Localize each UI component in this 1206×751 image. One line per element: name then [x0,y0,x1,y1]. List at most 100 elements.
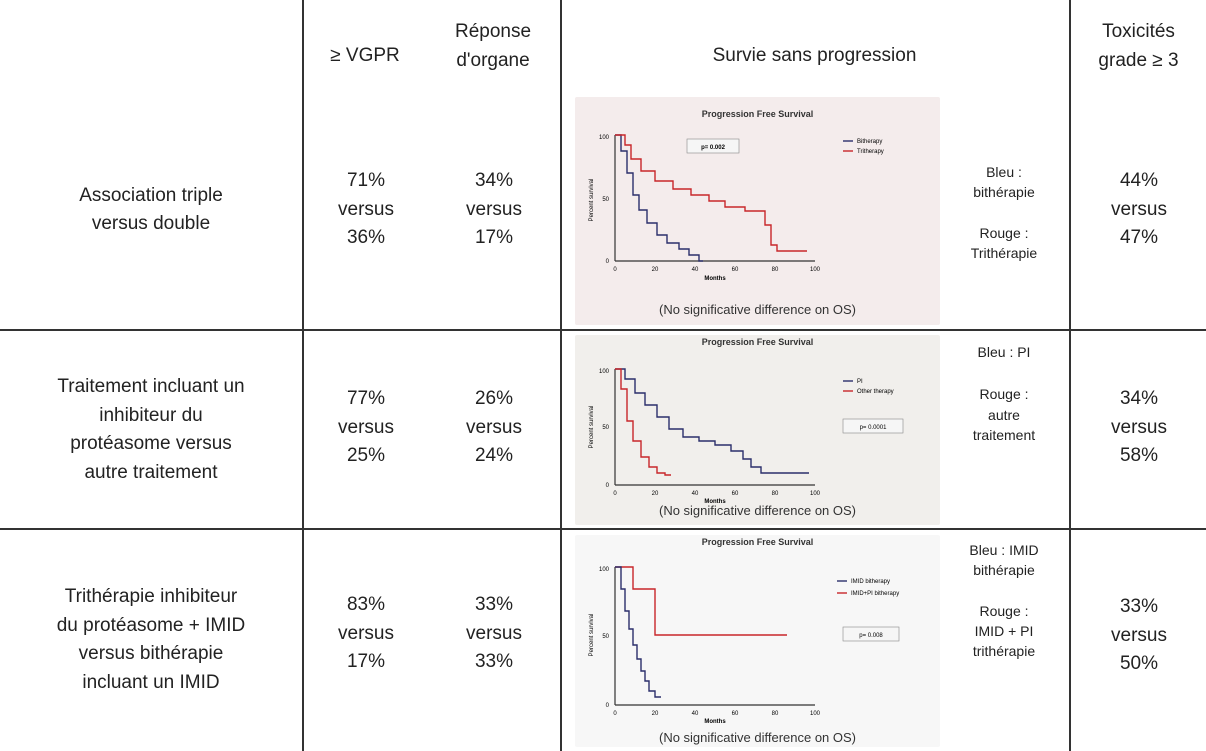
row-1-tox-versus: versus [1111,198,1167,220]
km-plot-1-title: Progression Free Survival [701,109,814,119]
y-axis-label: Percent survival [589,614,595,657]
grid-vline-2 [560,0,562,751]
x-tick: 0 [613,267,617,273]
row-2-label-line: inhibiteur du [99,404,203,426]
row-1-organ-versus: versus [466,198,522,220]
x-tick: 100 [810,711,821,717]
x-axis-label: Months [704,499,726,505]
row-2-tox-value: 58% [1119,445,1159,467]
header-organ-response: Réponse d'organe [428,18,558,75]
header-organ-line-1: Réponse [454,21,532,42]
y-tick-100: 100 [599,567,610,573]
row-1-tox-value: 44% [1119,170,1159,192]
legend-line: Rouge : [979,386,1029,403]
km-2-legend-blue: PI [857,379,863,385]
x-tick: 60 [732,267,739,273]
y-tick-50: 50 [602,634,609,640]
header-vgpr-text: ≥ VGPR [330,45,400,66]
y-axis-label: Percent survival [589,406,595,449]
y-tick-100: 100 [599,369,610,375]
km-plot-1-footnote: (No significative difference on OS) [658,302,857,317]
grid-hline-2 [0,528,1206,530]
row-1-tox-value: 47% [1119,227,1159,249]
km-plot-1-svg: 100 50 0 0 20 40 60 80 100 Months Percen… [589,134,884,282]
km-plot-3-svg: 100 50 0 0 20 40 60 80 100 Months Percen… [589,566,900,725]
row-3-organ-value: 33% [474,651,514,673]
row-3-organ-versus: versus [466,622,522,644]
km-1-legend-red: Tritherapy [857,149,884,155]
row-2-label-line: Traitement incluant un [57,376,245,397]
x-tick: 0 [613,711,617,717]
row-1-vgpr-versus: versus [338,198,394,220]
header-tox-line-2: grade ≥ 3 [1098,49,1179,71]
row-2-vgpr-value: 77% [346,388,386,410]
row-2-organ-value: 24% [474,445,514,467]
km-2-pvalue: p= 0.0001 [860,425,888,431]
row-3-tox-value: 33% [1119,596,1159,618]
km-3-red-curve [615,566,787,636]
km-3-legend-blue: IMID bitherapy [851,579,890,585]
x-tick: 60 [732,491,739,497]
x-tick: 60 [732,711,739,717]
legend-line: autre [988,406,1020,423]
row-2-vgpr-value: 25% [346,445,386,467]
row-3-label-line: du protéasome + IMID [56,614,246,636]
row-2-toxicity: 34% versus 58% [1072,368,1206,488]
row-3-curve-legend: Bleu : IMID bithérapie Rouge : IMID + PI… [944,540,1064,661]
legend-line: bithérapie [973,184,1035,201]
row-2-vgpr-versus: versus [338,416,394,438]
header-toxicity: Toxicités grade ≥ 3 [1071,18,1206,75]
x-axis-label: Months [704,719,726,725]
row-1-vgpr-value: 71% [346,170,386,192]
legend-line: trithérapie [972,643,1036,660]
legend-line [944,203,1064,223]
km-plot-2-footnote: (No significative difference on OS) [658,503,857,518]
header-tox-line-1: Toxicités [1102,21,1175,42]
grid-vline-3 [1069,0,1071,751]
km-1-blue-curve [615,134,703,262]
km-1-legend-blue: Bitherapy [857,139,882,145]
km-plot-2: Progression Free Survival 100 50 0 0 20 … [575,335,940,525]
x-tick: 20 [652,491,659,497]
legend-line: Trithérapie [970,244,1038,261]
row-3-organ: 33% versus 33% [430,574,558,694]
legend-line: Bleu : PI [977,344,1031,360]
y-tick-50: 50 [602,425,609,431]
y-tick-100: 100 [599,135,610,141]
row-2-tox-value: 34% [1119,388,1159,410]
km-3-blue-curve [615,566,661,698]
km-2-red-curve [615,368,671,476]
legend-line: Bleu : [986,164,1022,180]
x-tick: 80 [772,491,779,497]
row-2-label: Traitement incluant un inhibiteur du pro… [0,335,302,525]
x-axis-label: Months [704,276,726,282]
row-2-curve-legend: Bleu : PI Rouge : autre traitement [944,342,1064,445]
x-tick: 40 [692,267,699,273]
km-2-blue-curve [615,368,809,474]
row-3-label-line: Trithérapie inhibiteur [64,586,238,607]
legend-line: bithérapie [973,562,1035,579]
km-3-pvalue: p= 0.008 [859,633,883,639]
row-3-vgpr-value: 17% [346,651,386,673]
legend-line: Bleu : IMID [969,542,1039,558]
row-3-organ-value: 33% [474,594,514,616]
y-tick-0: 0 [606,483,610,489]
row-3-vgpr-versus: versus [338,622,394,644]
row-1-vgpr-value: 36% [346,227,386,249]
km-plot-3-footnote: (No significative difference on OS) [658,730,857,745]
km-3-legend-red: IMID+PI bitherapy [851,591,899,597]
legend-line [944,362,1064,384]
row-1-organ-value: 34% [474,170,514,192]
row-3-label-line: incluant un IMID [82,671,220,693]
row-2-label-line: autre traitement [84,461,218,483]
row-3-vgpr-value: 83% [346,594,386,616]
row-2-organ-value: 26% [474,388,514,410]
row-3-tox-versus: versus [1111,624,1167,646]
legend-line: Rouge : [979,602,1029,619]
header-organ-line-2: d'organe [456,49,530,71]
km-plot-1: Progression Free Survival 100 50 0 0 20 … [575,97,940,325]
row-2-organ-versus: versus [466,416,522,438]
legend-line: Rouge : [979,224,1029,241]
row-3-vgpr: 83% versus 17% [306,574,426,694]
row-1-vgpr: 71% versus 36% [306,150,426,270]
